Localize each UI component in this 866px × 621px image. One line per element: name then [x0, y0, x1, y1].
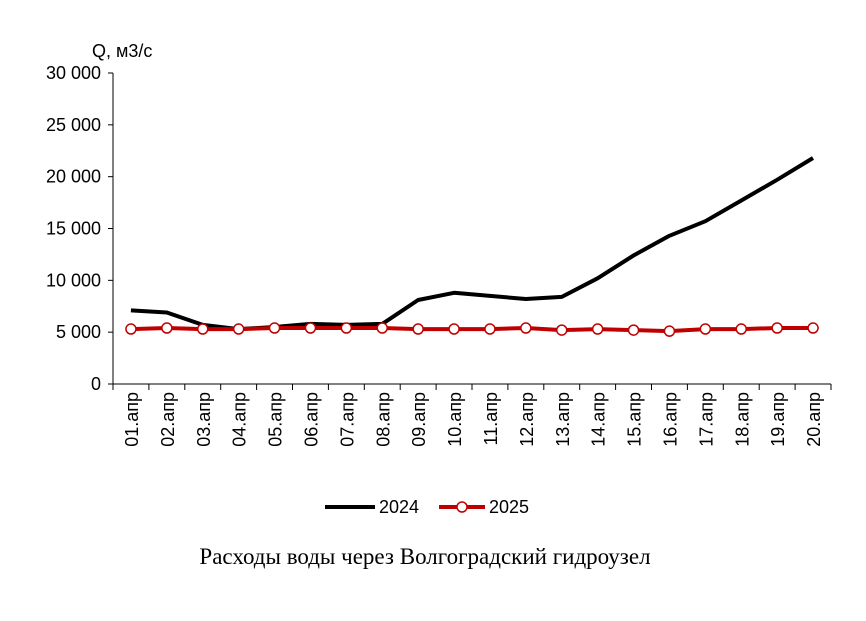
- series-layer: [125, 156, 819, 337]
- y-axis-label: Q, м3/с: [92, 41, 152, 61]
- data-point-2025: [448, 323, 460, 335]
- data-point-2025: [807, 322, 819, 334]
- y-tick-label: 20 000: [46, 167, 101, 187]
- data-point-2025: [197, 323, 209, 335]
- data-point-2025: [376, 322, 388, 334]
- x-tick-label: 16.апр: [660, 392, 680, 447]
- legend: 2024 2025: [325, 497, 529, 517]
- legend-item-2024: 2024: [325, 497, 419, 517]
- x-tick-label: 10.апр: [445, 392, 465, 447]
- data-point-2025: [412, 323, 424, 335]
- y-tick-label: 15 000: [46, 219, 101, 239]
- y-tick-label: 0: [91, 374, 101, 394]
- x-tick-label: 11.апр: [481, 392, 501, 445]
- x-axis: 01.апр 02.апр 03.апр 04.апр 05.апр 06.апр 07.а…: [112, 383, 832, 447]
- x-tick-label: 04.апр: [230, 392, 250, 447]
- x-tick-label: 15.апр: [625, 392, 645, 447]
- data-point-2025: [771, 322, 783, 334]
- y-tick-label: 30 000: [46, 63, 101, 83]
- legend-label-2025: 2025: [489, 497, 529, 517]
- x-tick-label: 13.апр: [553, 392, 573, 447]
- series-line-2024: [130, 156, 815, 332]
- y-tick-label: 5 000: [56, 322, 101, 342]
- x-tick-label: 06.апр: [301, 392, 321, 447]
- x-tick-label: 20.апр: [804, 392, 824, 447]
- x-tick-label: 19.апр: [768, 392, 788, 447]
- data-point-2025: [591, 323, 604, 335]
- x-tick-label: 08.апр: [373, 392, 393, 447]
- x-tick-label: 18.апр: [732, 392, 752, 447]
- data-point-2025: [161, 322, 173, 334]
- x-tick-label: 02.апр: [158, 392, 178, 447]
- data-point-2025: [627, 324, 640, 336]
- x-tick-label: 09.апр: [409, 392, 429, 447]
- y-axis: 0 5 000 10 000 15 000 20 000 25 000 30 000: [46, 63, 114, 394]
- data-point-2025: [232, 323, 245, 335]
- x-tick-label: 17.апр: [696, 392, 716, 447]
- data-point-2025: [268, 322, 281, 334]
- data-point-2025: [484, 323, 496, 335]
- x-tick-label: 12.апр: [517, 392, 537, 447]
- data-point-2025: [556, 324, 568, 336]
- data-point-2025: [735, 323, 747, 335]
- data-point-2025: [304, 322, 317, 334]
- x-tick-label: 05.апр: [266, 392, 286, 447]
- data-point-2025: [699, 323, 712, 335]
- data-point-2025: [340, 322, 353, 334]
- data-point-2025: [125, 323, 137, 335]
- x-tick-label: 03.апр: [194, 392, 214, 447]
- data-point-2025: [520, 322, 532, 334]
- chart-caption: Расходы воды через Волгоградский гидроуз…: [199, 544, 650, 569]
- x-tick-label: 07.апр: [337, 392, 357, 447]
- legend-marker-2025: [456, 501, 468, 513]
- x-tick-label: 01.апр: [122, 392, 142, 447]
- x-tick-label: 14.апр: [589, 392, 609, 447]
- series-line-2025: [130, 326, 813, 334]
- y-tick-label: 25 000: [46, 115, 101, 135]
- data-point-2025: [663, 325, 676, 337]
- legend-label-2024: 2024: [379, 497, 419, 517]
- y-tick-label: 10 000: [46, 270, 101, 290]
- legend-item-2025: 2025: [439, 497, 529, 517]
